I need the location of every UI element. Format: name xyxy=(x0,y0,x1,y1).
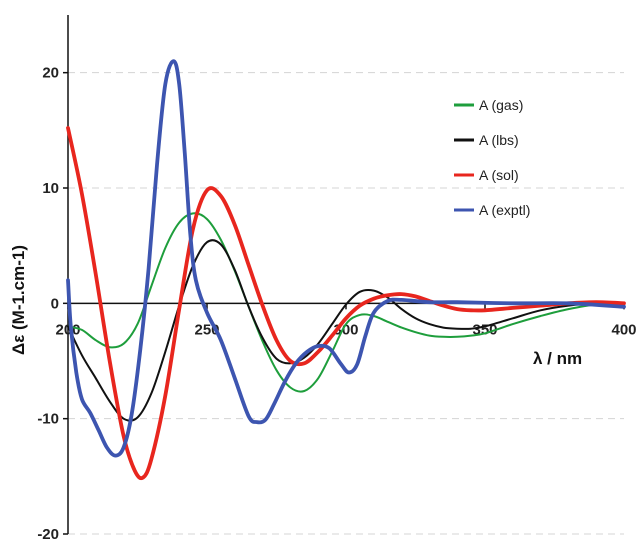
series-line-a-gas xyxy=(67,212,625,393)
x-axis-label: λ / nm xyxy=(533,349,582,368)
y-tick-label: -20 xyxy=(37,526,59,541)
series-line-a-exptl xyxy=(66,59,626,458)
legend-label-a-sol: A (sol) xyxy=(479,167,519,183)
y-tick-label: 0 xyxy=(51,295,59,312)
legend-label-a-exptl: A (exptl) xyxy=(479,202,530,218)
y-tick-label: 20 xyxy=(42,65,59,82)
legend-label-a-gas: A (gas) xyxy=(479,97,523,113)
legend-label-a-lbs: A (lbs) xyxy=(479,132,519,148)
series-line-a-lbs xyxy=(67,239,625,422)
series-lines xyxy=(66,59,626,481)
y-axis: 20 10 0 -10 -20 xyxy=(37,15,69,541)
y-tick-label: -10 xyxy=(37,411,59,428)
y-axis-label: Δε (M-1.cm-1) xyxy=(9,245,28,355)
legend: A (gas) A (lbs) A (sol) A (exptl) xyxy=(454,97,530,218)
x-tick-label: 400 xyxy=(611,321,636,338)
horizontal-gridlines xyxy=(68,72,624,535)
x-tick-label: 200 xyxy=(55,321,80,338)
y-tick-label: 10 xyxy=(42,180,59,197)
